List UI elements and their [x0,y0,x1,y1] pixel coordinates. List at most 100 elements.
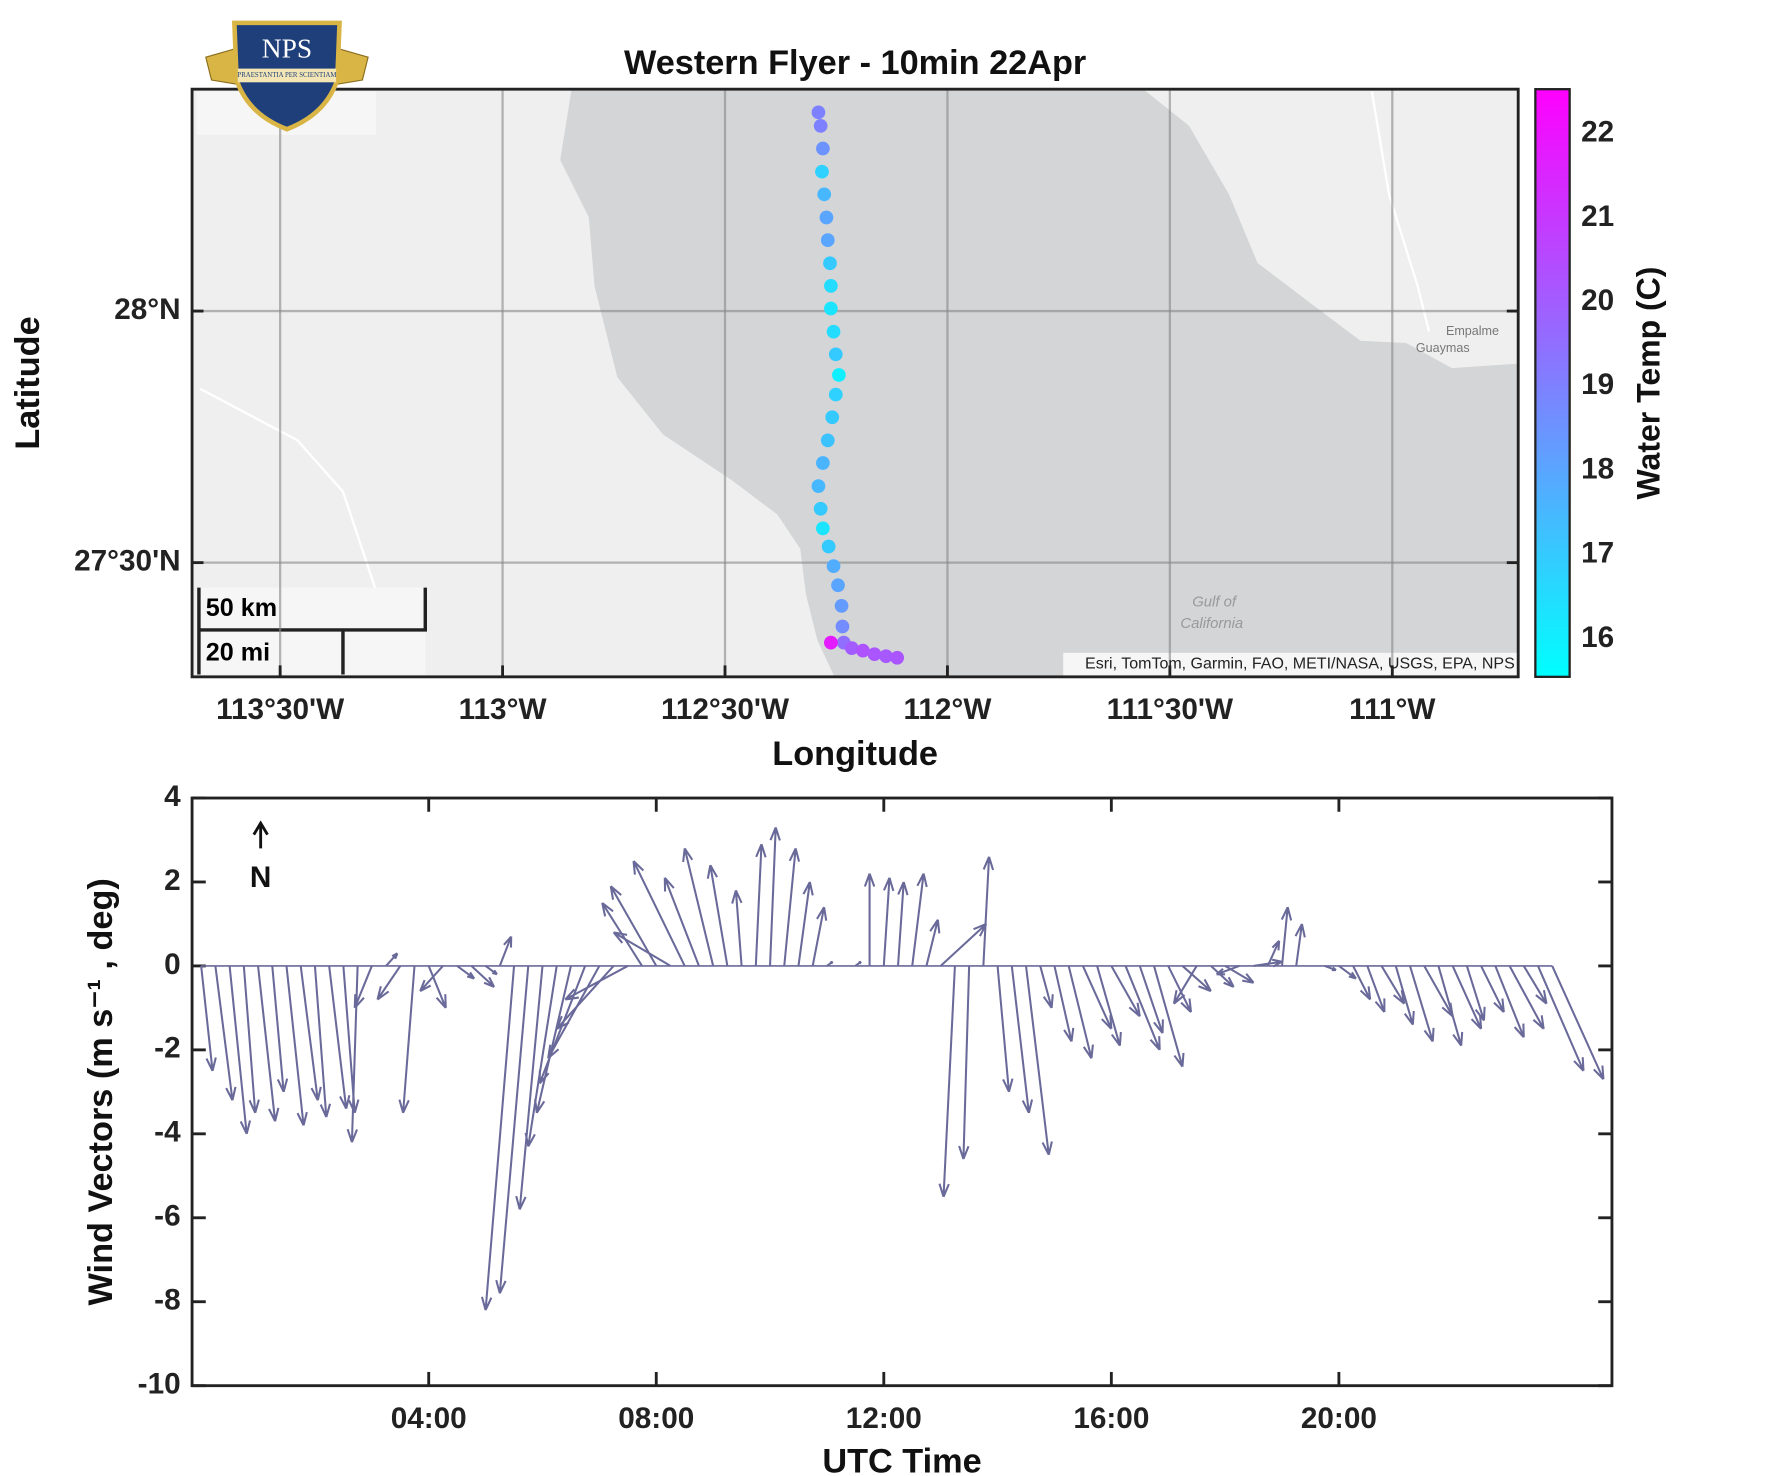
place-label: Guaymas [1416,341,1470,355]
track-point [832,368,846,382]
track-point [826,324,841,339]
wind-arrow [515,965,544,1210]
y-tick-label: 27°30'N [74,544,181,577]
wind-arrow [456,965,476,980]
wind-arrow [1181,965,1212,993]
wind-arrow [538,965,587,1085]
track-point [816,521,830,536]
wind-arrow [863,873,876,966]
wind-arrow [495,965,530,1294]
wind-arrow [1494,965,1525,1038]
wind-arrow [769,827,781,966]
x-tick-label: 111°W [1349,693,1436,726]
wind-arrow [938,965,956,1198]
wind-arrow [925,919,941,967]
scale-label: 20 mi [206,639,270,667]
wind-arrow [1366,965,1386,1013]
wind-arrow [996,965,1014,1093]
wind-arrow [1081,965,1113,1030]
wind-arrow [1551,965,1605,1080]
y-tick-label: 28°N [114,293,180,326]
track-point [824,301,838,316]
wind-arrow [1409,965,1435,1043]
wind-arrow [427,965,447,1009]
wind-arrow [1324,964,1337,972]
colorbar-tick-label: 20 [1581,284,1614,317]
wind-arrow [826,960,834,967]
wind-arrow [1010,965,1034,1114]
wind-arrow [1380,965,1406,1005]
wind-arrow [1124,965,1161,1051]
colorbar-tick-label: 19 [1581,368,1614,401]
map-frame [190,87,1520,679]
north-arrow [252,820,269,849]
wind-arrow [385,952,399,967]
wind-arrow [1423,965,1454,1018]
wind-arrow [480,965,516,1311]
colorbar-tick-label: 21 [1581,200,1614,233]
track-point [811,479,826,494]
wind-arrow [1451,965,1483,1030]
y-tick-label: -8 [154,1284,180,1317]
track-point [811,105,826,120]
wind-arrow [1039,965,1054,1009]
place-label: California [1180,616,1243,632]
x-tick-label: 20:00 [1301,1402,1377,1435]
y-tick-label: 2 [164,864,181,897]
wind-arrow [285,965,308,1126]
wind-arrow [242,965,260,1114]
x-axis-label: Longitude [772,735,938,773]
logo-motto: PRAESTANTIA PER SCIENTIAM [237,72,336,79]
x-tick-label: 113°30'W [216,693,345,726]
x-tick-label: 04:00 [391,1402,467,1435]
y-tick-label: -2 [154,1032,180,1065]
place-label: Gulf of [1192,594,1238,610]
x-tick-label: 112°30'W [661,693,790,726]
wind-arrow [1338,965,1357,980]
wind-arrow [200,965,217,1072]
track-point [828,387,843,402]
x-tick-label: 16:00 [1073,1402,1149,1435]
wind-arrow [1167,965,1193,1013]
wind-arrow [1067,965,1094,1059]
track-point [828,347,843,362]
wind-arrow [1110,965,1141,1018]
wind-arrow [811,906,828,967]
wind-arrow [271,965,289,1093]
y-tick-label: -4 [154,1116,181,1149]
wind-arrow [1537,965,1585,1072]
track-point [813,119,828,133]
wind-arrow [706,864,729,967]
track-point [823,256,837,271]
track-point [867,647,882,662]
track-point [820,233,835,247]
attribution: Esri, TomTom, Garmin, FAO, METI/NASA, US… [1085,655,1515,672]
x-tick-label: 08:00 [618,1402,694,1435]
wind-arrow [1280,906,1293,967]
track-point [816,141,830,156]
colorbar-label: Water Temp (C) [1630,267,1666,500]
wind-arrow [419,965,444,993]
x-axis-label: UTC Time [822,1442,981,1476]
wind-arrow [346,965,359,1143]
wind-arrow [1053,965,1075,1043]
x-tick-label: 111°30'W [1107,693,1234,726]
track-point [815,164,829,179]
wind-arrow [854,960,862,967]
wind-arrow [564,965,629,1001]
wind-arrow [534,965,572,1114]
track-point [844,641,859,656]
track-point [821,539,836,554]
track-point [820,433,835,448]
wind-arrow [958,965,971,1160]
wind-arrow [797,881,814,967]
colorbar-tick-label: 22 [1581,116,1614,149]
y-tick-label: -6 [154,1200,180,1233]
colorbar-tick-label: 17 [1581,537,1614,570]
track-point [835,619,850,634]
wind-arrow [1437,965,1464,1047]
x-tick-label: 113°W [459,693,548,726]
wind-arrow [1215,964,1240,976]
wind-arrow [257,965,280,1122]
